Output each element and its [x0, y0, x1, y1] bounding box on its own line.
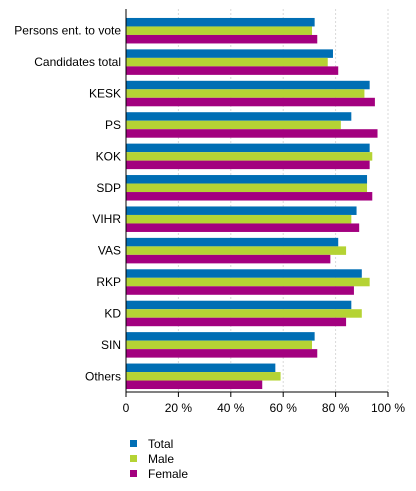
bar-male [126, 372, 281, 381]
bar-male [126, 57, 328, 67]
legend-item-male: Male [130, 451, 188, 466]
category-label: VIHR [92, 212, 121, 226]
bar-total [126, 49, 333, 58]
legend-swatch-total [130, 440, 137, 447]
category-label: Candidates total [34, 55, 121, 69]
bar-female [126, 192, 373, 201]
category-label: PS [105, 118, 121, 132]
bar-female [126, 66, 339, 75]
category-label: KOK [96, 149, 121, 163]
bar-total [126, 237, 339, 247]
legend-label-male: Male [148, 451, 175, 466]
legend: Total Male Female [130, 436, 188, 481]
x-tick-label: 100 % [371, 401, 405, 415]
bar-male [126, 183, 368, 193]
x-tick-label: 40 % [217, 401, 245, 415]
category-label: SIN [101, 338, 121, 352]
bar-female [126, 129, 378, 138]
bar-male [126, 246, 347, 255]
bar-male [126, 214, 352, 224]
bar-male [126, 120, 341, 130]
category-label: SDP [96, 181, 121, 195]
bar-male [126, 309, 362, 318]
category-label: KD [104, 306, 121, 320]
category-label: VAS [98, 244, 121, 258]
bar-total [126, 363, 276, 373]
x-axis-ticks: 0 20 % 40 % 60 % 80 % 100 % [123, 9, 405, 415]
legend-label-total: Total [148, 436, 174, 451]
bars [126, 17, 378, 390]
legend-label-female: Female [148, 466, 189, 481]
legend-swatch-female [130, 470, 137, 477]
category-label: KESK [89, 87, 121, 101]
bar-total [126, 175, 368, 184]
bar-total [126, 80, 370, 90]
bar-female [126, 349, 318, 358]
bar-male [126, 277, 370, 287]
category-label: RKP [96, 275, 121, 289]
legend-item-female: Female [130, 466, 188, 481]
bar-total [126, 300, 352, 310]
bar-female [126, 34, 318, 44]
bar-total [126, 112, 352, 121]
x-tick-label: 60 % [270, 401, 298, 415]
legend-swatch-male [130, 455, 137, 462]
bar-female [126, 380, 263, 390]
legend-item-total: Total [130, 436, 188, 451]
bar-female [126, 254, 331, 264]
bar-male [126, 89, 365, 98]
category-labels: Persons ent. to vote Candidates total KESK… [14, 24, 121, 384]
category-label: Others [85, 369, 121, 383]
bar-female [126, 223, 360, 232]
bar-male [126, 340, 313, 350]
bar-total [126, 332, 315, 341]
x-tick-label: 0 [123, 401, 130, 415]
bar-total [126, 143, 370, 153]
bar-total [126, 206, 357, 215]
category-label: Persons ent. to vote [14, 24, 121, 38]
bar-male [126, 152, 373, 161]
bar-female [126, 317, 347, 327]
x-tick-label: 80 % [322, 401, 350, 415]
bar-total [126, 269, 362, 278]
bar-male [126, 26, 313, 35]
bar-female [126, 97, 375, 107]
bar-female [126, 160, 370, 170]
bar-female [126, 286, 354, 295]
x-tick-label: 20 % [165, 401, 193, 415]
bar-total [126, 17, 315, 27]
